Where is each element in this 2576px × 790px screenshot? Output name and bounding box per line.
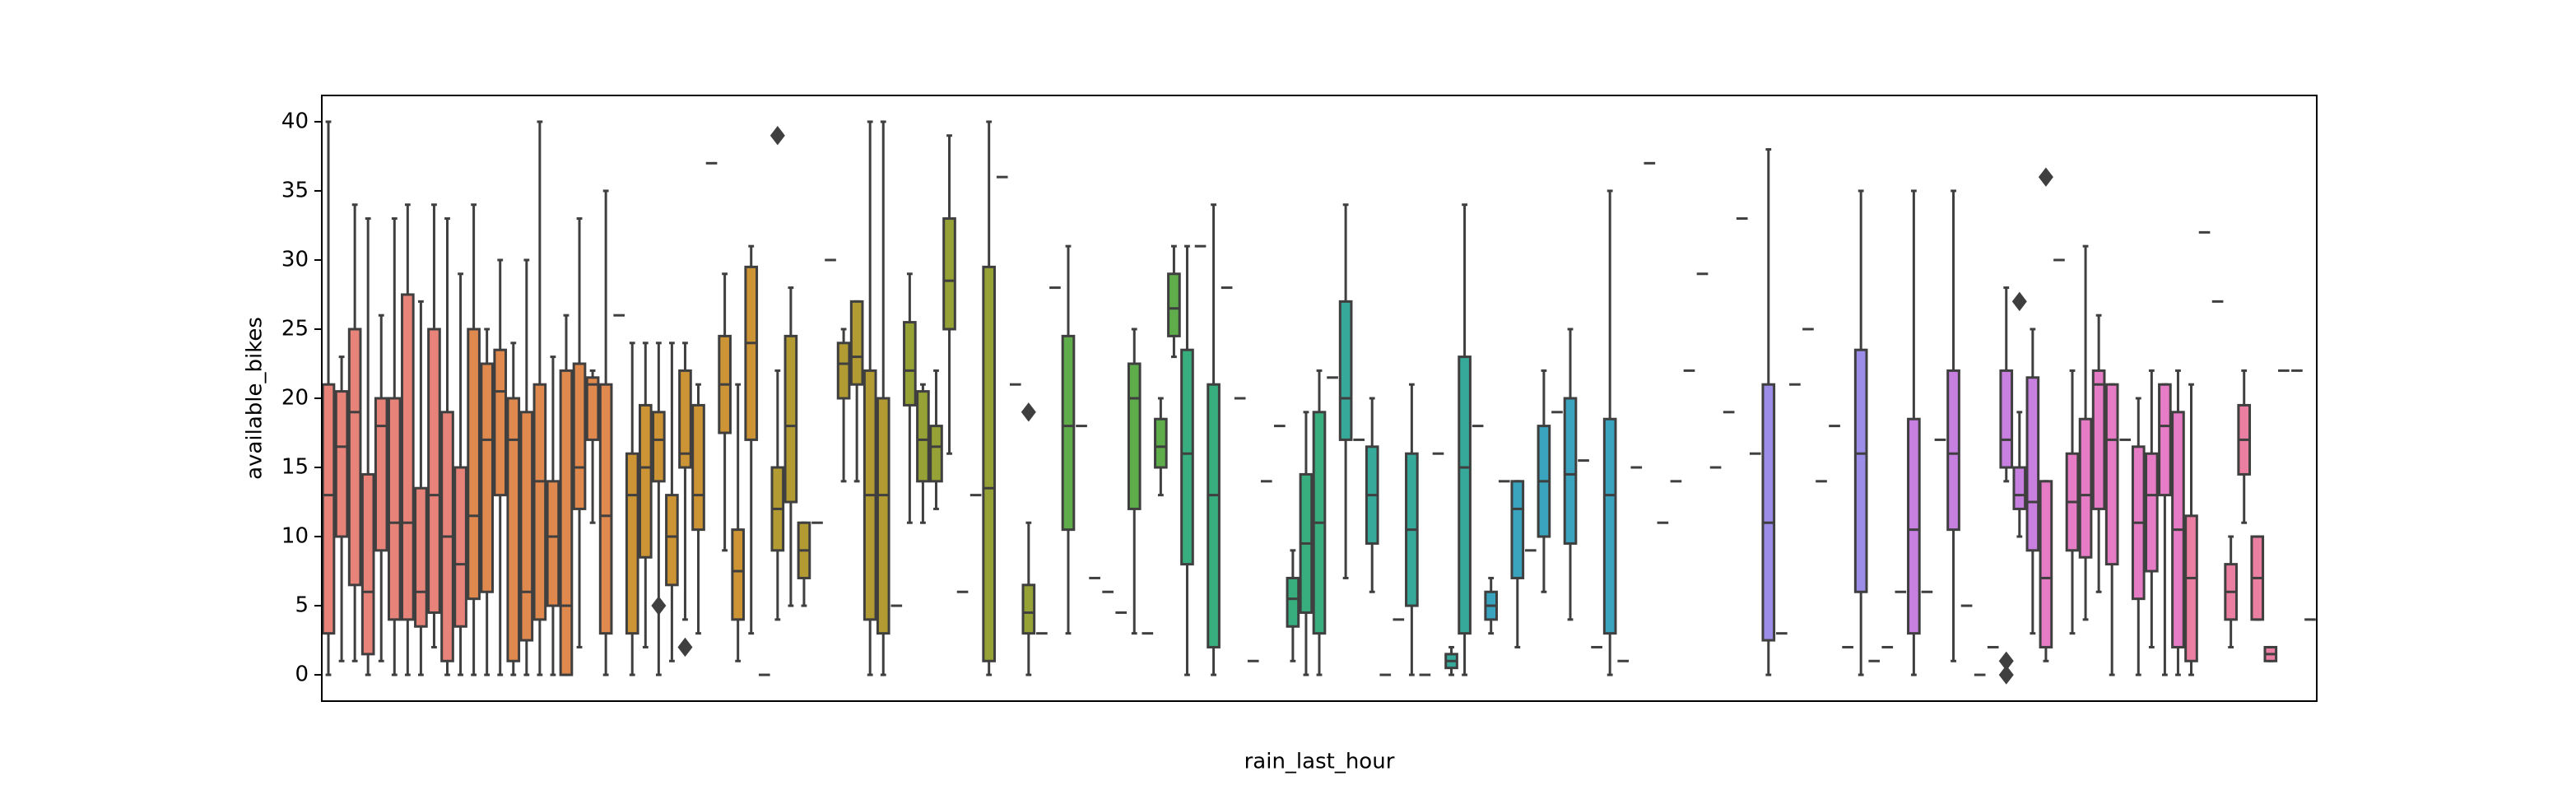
box bbox=[2184, 514, 2198, 662]
box bbox=[1510, 480, 1525, 579]
box bbox=[585, 376, 600, 441]
box bbox=[876, 397, 890, 635]
box bbox=[2091, 369, 2106, 510]
outlier bbox=[651, 596, 667, 616]
box bbox=[1154, 417, 1168, 469]
box bbox=[1127, 362, 1142, 510]
box bbox=[2078, 417, 2093, 559]
y-tick-label: 15 bbox=[281, 455, 309, 480]
box bbox=[414, 486, 428, 628]
box bbox=[1167, 272, 1181, 337]
box bbox=[665, 494, 679, 587]
box bbox=[903, 321, 917, 407]
box bbox=[334, 390, 349, 538]
box bbox=[849, 300, 864, 386]
box bbox=[401, 293, 415, 621]
y-tick-label: 20 bbox=[281, 386, 309, 411]
box bbox=[1999, 369, 2014, 469]
box bbox=[836, 342, 851, 400]
box bbox=[678, 369, 692, 469]
box bbox=[2039, 480, 2053, 648]
box bbox=[638, 403, 653, 559]
box bbox=[532, 383, 547, 621]
box bbox=[1602, 417, 1617, 635]
outlier bbox=[770, 126, 785, 146]
box bbox=[783, 334, 798, 504]
box bbox=[2104, 383, 2119, 566]
box bbox=[2025, 376, 2040, 552]
box bbox=[493, 348, 508, 497]
y-tick-label: 5 bbox=[295, 593, 309, 618]
box bbox=[480, 362, 494, 593]
outlier bbox=[2011, 291, 2027, 312]
outlier bbox=[1998, 665, 2014, 685]
box bbox=[744, 265, 759, 441]
box bbox=[1207, 383, 1221, 648]
box bbox=[982, 265, 996, 662]
outlier bbox=[677, 637, 693, 658]
box bbox=[1338, 300, 1353, 441]
box bbox=[942, 217, 956, 331]
box bbox=[546, 480, 560, 607]
box bbox=[1853, 348, 1868, 593]
y-tick-label: 10 bbox=[281, 524, 309, 549]
y-axis-label: available_bikes bbox=[243, 317, 267, 480]
y-tick-label: 40 bbox=[281, 109, 309, 133]
box bbox=[1907, 417, 1921, 635]
box bbox=[453, 466, 467, 628]
box bbox=[1061, 334, 1076, 532]
box bbox=[427, 328, 441, 614]
y-tick-label: 0 bbox=[295, 662, 309, 687]
box bbox=[2158, 383, 2172, 497]
x-axis-label: rain_last_hour bbox=[1244, 750, 1395, 774]
box bbox=[1021, 583, 1036, 635]
box bbox=[387, 397, 402, 621]
box bbox=[1286, 576, 1300, 628]
y-tick-label: 25 bbox=[281, 316, 309, 341]
box bbox=[347, 328, 362, 587]
box bbox=[916, 390, 930, 483]
box bbox=[1761, 383, 1776, 642]
box bbox=[374, 397, 388, 552]
box bbox=[572, 362, 587, 510]
box bbox=[467, 328, 481, 601]
box bbox=[506, 397, 521, 662]
box bbox=[598, 383, 613, 635]
box bbox=[625, 452, 639, 635]
plot-frame bbox=[321, 95, 2318, 702]
box bbox=[691, 403, 705, 532]
outlier bbox=[1021, 402, 1036, 422]
box bbox=[731, 528, 745, 621]
box bbox=[1458, 356, 1472, 635]
box bbox=[2012, 466, 2027, 510]
box bbox=[929, 425, 943, 483]
box bbox=[1563, 397, 1578, 545]
box bbox=[652, 411, 666, 483]
y-tick-label: 30 bbox=[281, 247, 309, 272]
outlier bbox=[1998, 651, 2014, 671]
box bbox=[360, 472, 375, 656]
box bbox=[1180, 348, 1194, 566]
box bbox=[321, 383, 336, 635]
outlier bbox=[2038, 167, 2053, 187]
box bbox=[559, 369, 574, 676]
y-tick-label: 35 bbox=[281, 178, 309, 202]
box bbox=[519, 411, 534, 642]
box bbox=[2145, 452, 2159, 573]
box bbox=[1946, 369, 1960, 532]
